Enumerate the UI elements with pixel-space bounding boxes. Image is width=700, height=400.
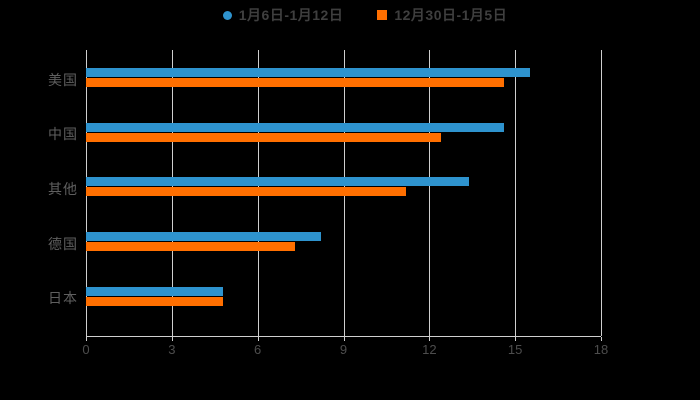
x-gridline <box>429 50 431 336</box>
legend: 1月6日-1月12日 12月30日-1月5日 <box>15 5 700 25</box>
plot-area: 0 3 6 9 12 15 18 美国中国其他德国日本 <box>48 50 608 357</box>
x-tick <box>86 337 87 341</box>
bar <box>86 287 224 296</box>
x-tick <box>601 337 602 341</box>
bar <box>86 78 504 87</box>
bar <box>86 123 504 132</box>
x-tick-label: 18 <box>593 342 609 357</box>
category-label: 日本 <box>48 290 78 306</box>
x-tick <box>257 337 259 341</box>
category-label: 其他 <box>48 181 78 197</box>
legend-label: 1月6日-1月12日 <box>238 7 344 23</box>
category-label: 德国 <box>48 236 78 252</box>
x-tick-label: 15 <box>507 342 523 357</box>
x-tick-label: 0 <box>82 342 90 357</box>
bar <box>86 232 321 241</box>
bar <box>86 297 224 306</box>
bar <box>86 68 530 77</box>
legend-item-week1: 1月6日-1月12日 <box>222 5 344 25</box>
category-label: 美国 <box>48 72 78 88</box>
legend-item-week2: 12月30日-1月5日 <box>377 5 507 25</box>
x-tick <box>515 337 517 341</box>
bar <box>86 133 441 142</box>
x-tick-label: 6 <box>254 342 262 357</box>
x-tick <box>171 337 173 341</box>
legend-label: 12月30日-1月5日 <box>394 7 508 23</box>
x-tick <box>429 337 431 341</box>
bar <box>86 187 407 196</box>
category-label: 中国 <box>48 126 78 142</box>
x-tick-label: 3 <box>168 342 176 357</box>
x-tick <box>343 337 345 341</box>
legend-square-marker-icon <box>377 10 388 20</box>
x-tick-label: 12 <box>422 342 437 357</box>
x-tick-label: 9 <box>339 342 348 357</box>
x-gridline <box>515 50 517 336</box>
bar <box>86 177 470 186</box>
bar <box>86 242 295 251</box>
legend-circle-marker-icon <box>222 10 232 20</box>
x-gridline <box>601 50 602 336</box>
